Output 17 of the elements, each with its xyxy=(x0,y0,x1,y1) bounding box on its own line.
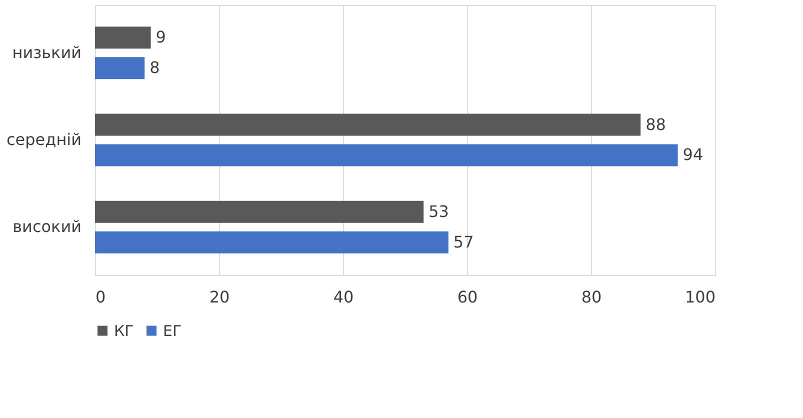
y-tick-label: середній xyxy=(6,130,82,149)
x-tick-label: 0 xyxy=(96,288,106,306)
y-tick-label: високий xyxy=(12,217,82,236)
x-tick-label: 80 xyxy=(581,288,602,306)
data-label: 8 xyxy=(150,58,160,78)
y-tick-label: низький xyxy=(12,42,82,62)
data-label: 88 xyxy=(646,114,666,134)
data-label: 53 xyxy=(428,202,449,221)
legend-label: ЕГ xyxy=(163,322,182,340)
legend-label: КГ xyxy=(114,322,134,340)
data-label: 94 xyxy=(682,145,704,164)
x-tick-label: 60 xyxy=(457,288,478,306)
x-tick-label: 20 xyxy=(209,288,230,306)
x-tick-label: 40 xyxy=(333,288,354,306)
x-tick-label: 100 xyxy=(684,288,716,306)
data-label: 57 xyxy=(453,232,474,252)
data-label: 9 xyxy=(156,28,166,47)
